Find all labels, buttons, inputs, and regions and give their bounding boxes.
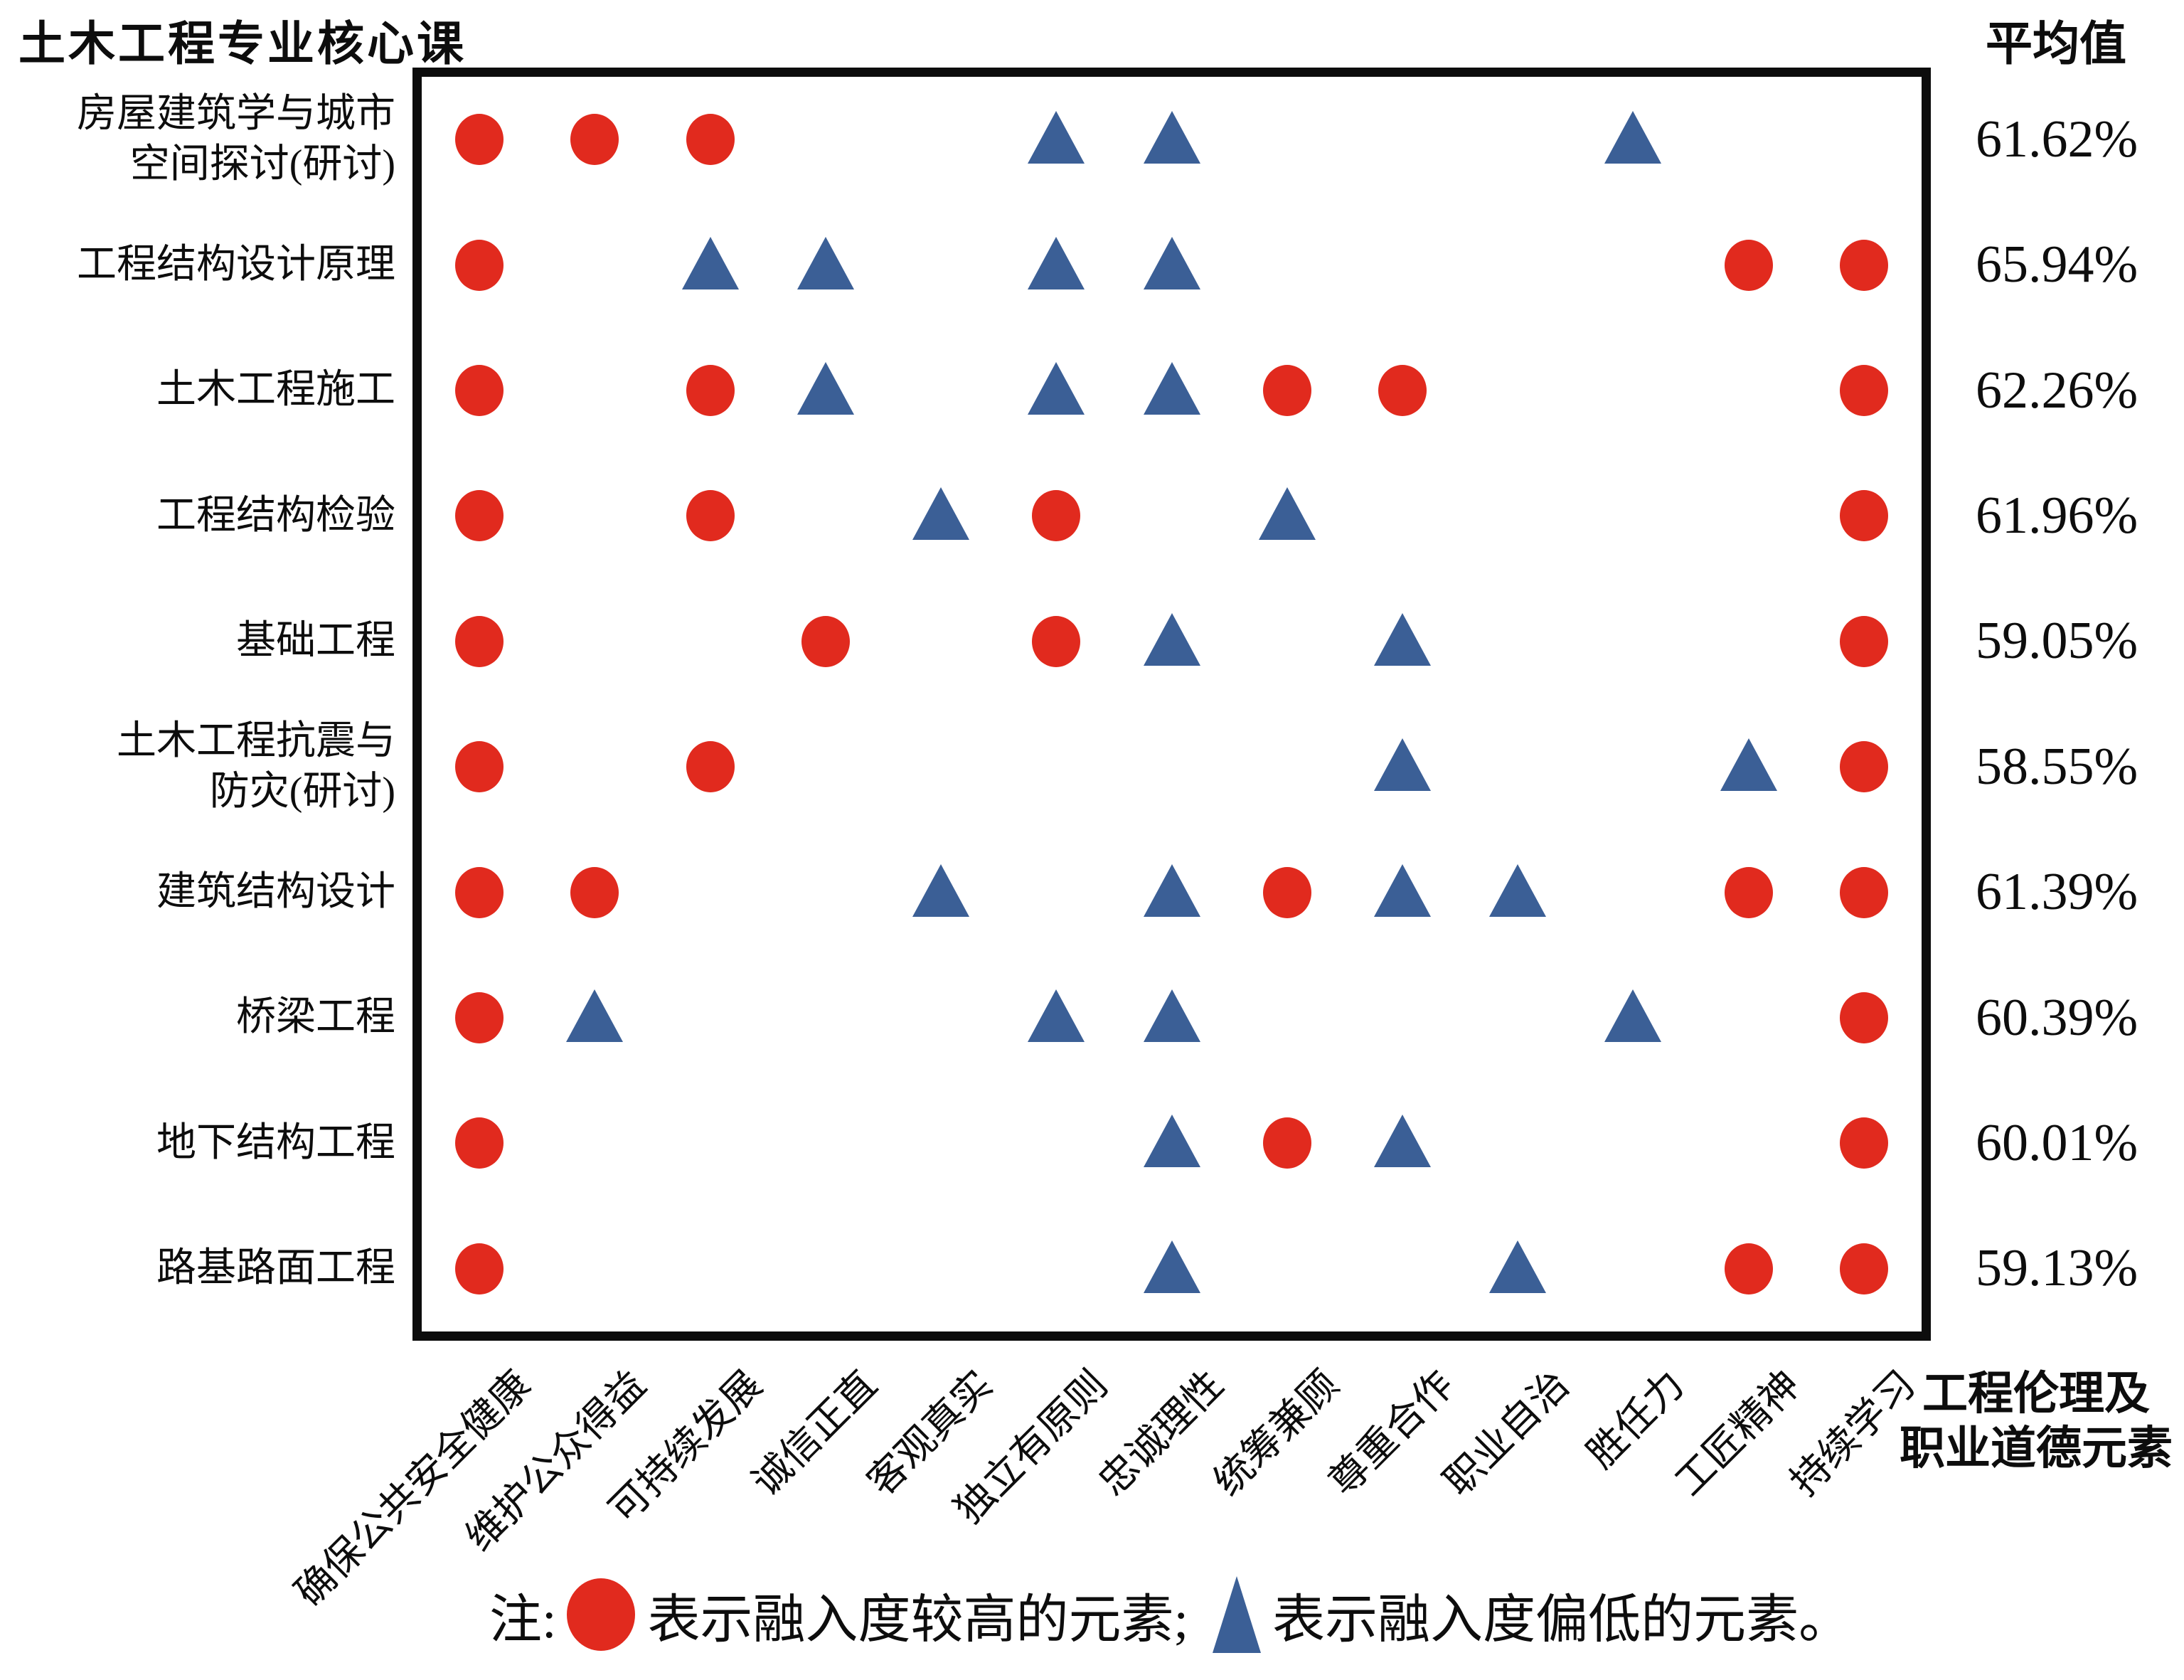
low-integration-triangle-marker	[1373, 738, 1431, 792]
low-integration-triangle-icon	[1213, 1576, 1262, 1653]
high-integration-circle-marker	[1839, 239, 1888, 291]
high-integration-circle-marker	[455, 866, 504, 918]
high-integration-circle-marker	[1839, 1243, 1888, 1294]
low-integration-triangle-marker	[1258, 487, 1316, 541]
row-label-course: 桥梁工程	[236, 995, 395, 1040]
row-label-course: 工程结构检验	[156, 493, 395, 538]
low-integration-triangle-marker	[1604, 111, 1662, 164]
x-axis-title-line2: 职业道德元素	[1900, 1423, 2173, 1474]
low-integration-triangle-marker	[1143, 863, 1200, 917]
low-integration-triangle-marker	[1143, 1115, 1200, 1168]
high-integration-circle-marker	[455, 365, 504, 416]
high-integration-circle-marker	[1839, 490, 1888, 542]
high-integration-circle-marker	[1032, 615, 1081, 667]
low-integration-triangle-marker	[1143, 111, 1200, 164]
low-integration-triangle-marker	[1028, 989, 1085, 1042]
row-average-value: 61.62%	[1976, 110, 2138, 169]
row-label-course: 基础工程	[236, 618, 395, 663]
low-integration-triangle-marker	[912, 863, 970, 917]
high-integration-circle-marker	[455, 992, 504, 1043]
high-integration-circle-marker	[686, 114, 735, 166]
high-integration-circle-marker	[1262, 866, 1311, 918]
low-integration-triangle-marker	[1489, 1240, 1547, 1293]
low-integration-triangle-marker	[797, 362, 854, 415]
low-integration-triangle-marker	[797, 236, 854, 289]
row-average-value: 62.26%	[1976, 361, 2138, 420]
low-integration-triangle-marker	[1143, 612, 1200, 666]
high-integration-circle-marker	[455, 239, 504, 291]
row-label-course: 路基路面工程	[156, 1245, 395, 1290]
high-integration-circle-marker	[686, 490, 735, 542]
row-average-value: 65.94%	[1976, 235, 2138, 294]
row-label-course: 建筑结构设计	[156, 869, 395, 914]
high-integration-circle-marker	[455, 1243, 504, 1294]
high-integration-circle-marker	[1724, 1243, 1773, 1294]
high-integration-circle-icon	[566, 1578, 635, 1651]
row-average-value: 61.96%	[1976, 486, 2138, 545]
low-integration-triangle-marker	[1028, 111, 1085, 164]
row-average-value: 58.55%	[1976, 737, 2138, 796]
row-average-value: 59.05%	[1976, 612, 2138, 671]
high-integration-circle-marker	[686, 365, 735, 416]
x-axis-title: 工程伦理及 职业道德元素	[1890, 1367, 2182, 1477]
row-label-course: 地下结构工程	[156, 1120, 395, 1165]
high-integration-circle-marker	[1839, 992, 1888, 1043]
low-integration-triangle-marker	[1604, 989, 1662, 1042]
high-integration-circle-marker	[1724, 239, 1773, 291]
high-integration-circle-marker	[455, 741, 504, 793]
row-average-value: 59.13%	[1976, 1239, 2138, 1298]
legend-note-prefix: 注:	[489, 1590, 557, 1649]
average-column-header: 平均值	[1986, 18, 2126, 70]
high-integration-circle-marker	[1839, 741, 1888, 793]
high-integration-circle-marker	[455, 1117, 504, 1169]
high-integration-circle-marker	[1839, 866, 1888, 918]
low-integration-triangle-marker	[1373, 863, 1431, 917]
low-integration-triangle-marker	[1143, 236, 1200, 289]
high-integration-circle-marker	[1032, 490, 1081, 542]
high-integration-circle-marker	[455, 490, 504, 542]
high-integration-circle-marker	[1262, 1117, 1311, 1169]
high-integration-circle-marker	[1724, 866, 1773, 918]
high-integration-circle-marker	[686, 741, 735, 793]
high-integration-circle-marker	[455, 615, 504, 667]
low-integration-triangle-marker	[1028, 236, 1085, 289]
high-integration-circle-marker	[570, 866, 619, 918]
chart-title: 土木工程专业核心课	[18, 18, 467, 70]
legend-low-label: 表示融入度偏低的元素。	[1272, 1590, 1852, 1649]
row-label-course: 工程结构设计原理	[77, 242, 395, 287]
row-label-course: 房屋建筑学与城市 空间探讨(研讨)	[77, 91, 395, 187]
high-integration-circle-marker	[1839, 615, 1888, 667]
low-integration-triangle-marker	[1720, 738, 1777, 792]
row-label-course: 土木工程施工	[156, 368, 395, 413]
low-integration-triangle-marker	[1028, 362, 1085, 415]
plot-frame	[412, 68, 1931, 1341]
low-integration-triangle-marker	[566, 989, 624, 1042]
high-integration-circle-marker	[570, 114, 619, 166]
low-integration-triangle-marker	[912, 487, 970, 541]
low-integration-triangle-marker	[1143, 989, 1200, 1042]
high-integration-circle-marker	[1378, 365, 1427, 416]
low-integration-triangle-marker	[681, 236, 739, 289]
row-average-value: 61.39%	[1976, 863, 2138, 922]
low-integration-triangle-marker	[1143, 1240, 1200, 1293]
x-axis-title-line1: 工程伦理及	[1922, 1368, 2150, 1419]
high-integration-circle-marker	[1262, 365, 1311, 416]
low-integration-triangle-marker	[1143, 362, 1200, 415]
row-label-course: 土木工程抗震与 防灾(研讨)	[117, 718, 395, 814]
legend: 注: 表示融入度较高的元素; 表示融入度偏低的元素。	[489, 1565, 1851, 1664]
legend-high-label: 表示融入度较高的元素;	[647, 1590, 1189, 1649]
low-integration-triangle-marker	[1373, 1115, 1431, 1168]
high-integration-circle-marker	[1839, 365, 1888, 416]
high-integration-circle-marker	[455, 114, 504, 166]
high-integration-circle-marker	[1839, 1117, 1888, 1169]
low-integration-triangle-marker	[1489, 863, 1547, 917]
row-average-value: 60.01%	[1976, 1113, 2138, 1172]
row-average-value: 60.39%	[1976, 988, 2138, 1047]
low-integration-triangle-marker	[1373, 612, 1431, 666]
high-integration-circle-marker	[801, 615, 850, 667]
